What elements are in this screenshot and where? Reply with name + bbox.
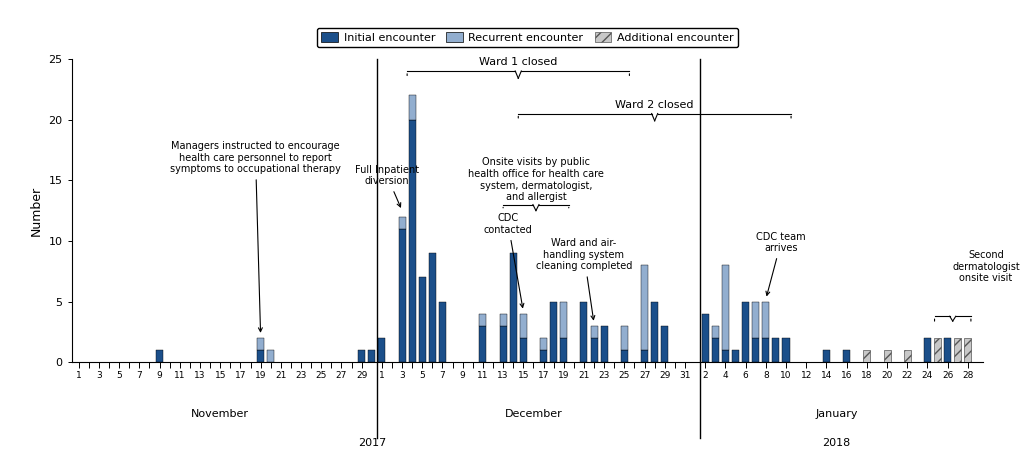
- Bar: [934, 338, 941, 362]
- Text: CDC team
arrives: CDC team arrives: [756, 231, 806, 295]
- Text: CDC
contacted: CDC contacted: [483, 213, 532, 308]
- Bar: [479, 314, 486, 326]
- Bar: [510, 253, 517, 362]
- Text: 2018: 2018: [822, 438, 851, 448]
- Bar: [742, 302, 750, 362]
- Bar: [257, 350, 264, 362]
- Text: Second
dermatologist
onsite visit: Second dermatologist onsite visit: [952, 251, 1020, 284]
- Bar: [520, 338, 527, 362]
- Bar: [378, 338, 385, 362]
- Legend: Initial encounter, Recurrent encounter, Additional encounter: Initial encounter, Recurrent encounter, …: [316, 28, 738, 48]
- Bar: [267, 350, 274, 362]
- Bar: [924, 338, 931, 362]
- Bar: [520, 314, 527, 338]
- Bar: [621, 350, 628, 362]
- Text: December: December: [505, 409, 562, 419]
- Bar: [419, 277, 426, 362]
- Bar: [439, 302, 446, 362]
- Bar: [500, 326, 507, 362]
- Bar: [651, 302, 658, 362]
- Bar: [591, 338, 598, 362]
- Bar: [429, 253, 436, 362]
- Bar: [712, 326, 719, 338]
- Bar: [409, 120, 416, 362]
- Bar: [398, 217, 406, 229]
- Bar: [843, 350, 850, 362]
- Bar: [753, 302, 759, 338]
- Bar: [762, 302, 769, 338]
- Bar: [701, 314, 709, 362]
- Bar: [722, 265, 729, 350]
- Bar: [409, 95, 416, 120]
- Bar: [601, 326, 607, 362]
- Text: Full Inpatient
diversion: Full Inpatient diversion: [355, 165, 419, 207]
- Bar: [591, 326, 598, 338]
- Bar: [884, 350, 891, 362]
- Bar: [560, 338, 567, 362]
- Text: Ward and air-
handling system
cleaning completed: Ward and air- handling system cleaning c…: [536, 238, 632, 319]
- Text: Managers instructed to encourage
health care personnel to report
symptoms to occ: Managers instructed to encourage health …: [170, 141, 341, 332]
- Text: Onsite visits by public
health office for health care
system, dermatologist,
and: Onsite visits by public health office fo…: [468, 157, 604, 202]
- Bar: [965, 338, 972, 362]
- Bar: [662, 326, 669, 362]
- Bar: [823, 350, 830, 362]
- Bar: [954, 338, 962, 362]
- Bar: [863, 350, 870, 362]
- Bar: [581, 302, 588, 362]
- Bar: [156, 350, 163, 362]
- Bar: [753, 338, 759, 362]
- Text: Ward 1 closed: Ward 1 closed: [479, 58, 557, 67]
- Bar: [560, 302, 567, 338]
- Bar: [732, 350, 739, 362]
- Bar: [722, 350, 729, 362]
- Bar: [257, 338, 264, 350]
- Bar: [479, 326, 486, 362]
- Bar: [944, 338, 951, 362]
- Bar: [782, 338, 790, 362]
- Bar: [369, 350, 376, 362]
- Bar: [540, 338, 547, 350]
- Text: 2017: 2017: [357, 438, 386, 448]
- Y-axis label: Number: Number: [30, 186, 43, 236]
- Bar: [904, 350, 910, 362]
- Bar: [641, 350, 648, 362]
- Bar: [398, 229, 406, 362]
- Bar: [641, 265, 648, 350]
- Text: Ward 2 closed: Ward 2 closed: [615, 100, 694, 110]
- Bar: [762, 338, 769, 362]
- Text: January: January: [815, 409, 858, 419]
- Bar: [540, 350, 547, 362]
- Bar: [500, 314, 507, 326]
- Bar: [772, 338, 779, 362]
- Bar: [550, 302, 557, 362]
- Text: November: November: [191, 409, 249, 419]
- Bar: [621, 326, 628, 350]
- Bar: [358, 350, 366, 362]
- Bar: [712, 338, 719, 362]
